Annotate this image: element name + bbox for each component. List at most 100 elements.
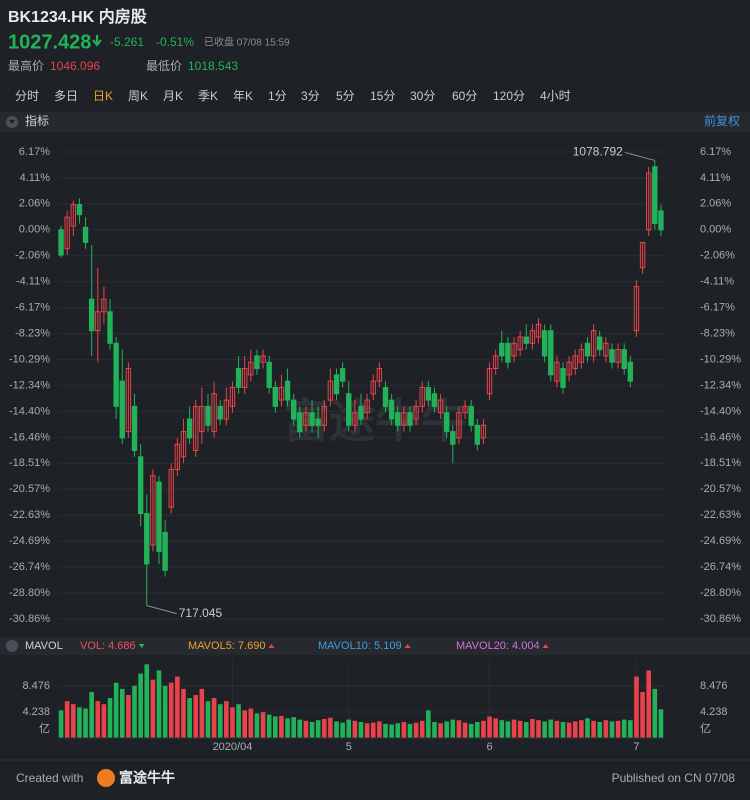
volume-bar <box>395 723 401 738</box>
volume-label: MAVOL <box>25 640 63 652</box>
volume-bar <box>646 670 651 738</box>
period-tab[interactable]: 60分 <box>452 89 477 103</box>
candle-body <box>413 405 419 420</box>
y-tick-label-right: 6.17% <box>700 146 731 158</box>
period-tab[interactable]: 1分 <box>268 89 287 103</box>
candle-body <box>639 241 646 269</box>
volume-bar <box>132 685 137 738</box>
trend-arrow <box>138 644 145 648</box>
indicator-label[interactable]: 指标 <box>25 113 49 128</box>
volume-bar <box>505 721 511 738</box>
volume-bar <box>536 720 541 738</box>
candle-body <box>315 418 321 426</box>
annotation-leader <box>146 605 177 615</box>
period-tab[interactable]: 多日 <box>54 89 78 103</box>
x-tick-label: 7 <box>633 741 639 753</box>
volume-bar <box>621 719 627 738</box>
volume-bar <box>83 708 88 738</box>
period-tab[interactable]: 5分 <box>336 89 355 103</box>
candle-body <box>456 412 462 439</box>
candle-body <box>566 361 572 376</box>
volume-bar <box>542 721 547 738</box>
candle-body <box>358 405 364 420</box>
adjust-label[interactable]: 前复权 <box>704 113 740 128</box>
volume-bar <box>211 698 217 738</box>
candle-body <box>101 298 107 313</box>
y-tick-label: 2.06% <box>19 198 50 210</box>
candle-body <box>554 361 560 382</box>
candle-body <box>419 386 425 407</box>
high-label: 最高价 <box>8 58 44 73</box>
period-tab[interactable]: 日K <box>93 89 113 103</box>
candle-body <box>437 399 444 414</box>
period-tab[interactable]: 15分 <box>370 89 395 103</box>
y-tick-label: -4.11% <box>16 276 50 288</box>
volume-bar <box>352 720 358 738</box>
volume-bar <box>71 704 76 738</box>
volume-bar <box>432 722 437 738</box>
title: BK1234.HK 内房股 <box>8 7 148 26</box>
volume-bar <box>64 701 70 738</box>
volume-bar <box>554 720 560 738</box>
y-tick-label: -22.63% <box>9 509 50 521</box>
period-tab[interactable]: 3分 <box>301 89 320 103</box>
volume-bar <box>126 695 131 738</box>
volume-unit-right: 亿 <box>700 722 711 735</box>
period-tab[interactable]: 120分 <box>493 89 525 103</box>
candle-body <box>535 323 542 338</box>
candle-body <box>168 468 174 508</box>
period-tab[interactable]: 30分 <box>410 89 435 103</box>
period-tab[interactable]: 分时 <box>15 89 39 103</box>
volume-bar <box>475 722 480 738</box>
x-tick-label: 2020/04 <box>213 741 253 753</box>
volume-bar <box>242 710 247 738</box>
period-tab[interactable]: 月K <box>163 89 183 103</box>
volume-bar <box>346 719 352 738</box>
volume-bar <box>419 720 425 738</box>
trend-arrow <box>542 644 549 648</box>
volume-bar <box>413 722 419 738</box>
period-tab[interactable]: 周K <box>128 89 148 103</box>
candle-body <box>180 431 187 458</box>
candle-body <box>499 342 505 357</box>
volume-tick-label: 4.238 <box>22 706 50 718</box>
candle-body <box>652 166 658 225</box>
y-tick-label: -14.40% <box>9 405 50 417</box>
y-tick-label-right: -24.69% <box>700 535 741 547</box>
volume-bar <box>450 719 456 738</box>
volume-bar <box>95 701 101 738</box>
candle-body <box>241 368 248 388</box>
candle-body <box>272 386 279 407</box>
y-tick-label-right: -2.06% <box>700 250 735 262</box>
candle-body <box>621 349 627 370</box>
y-tick-label-right: -22.63% <box>700 509 741 521</box>
y-tick-label-right: 4.11% <box>700 172 731 184</box>
candle-body <box>107 311 113 344</box>
volume-bar <box>199 688 205 738</box>
candle-body <box>511 342 517 357</box>
volume-bar <box>560 722 566 738</box>
y-tick-label-right: -28.80% <box>700 587 741 599</box>
y-tick-label-right: -4.11% <box>700 276 734 288</box>
candle-body <box>462 405 468 414</box>
volume-legend: MAVOL10: 5.109 <box>318 640 402 652</box>
candle-body <box>603 342 609 357</box>
period-tab[interactable]: 4小时 <box>540 89 571 103</box>
volume-bar <box>364 723 370 738</box>
candle-body <box>633 286 640 332</box>
volume-bar <box>456 720 462 738</box>
period-tab[interactable]: 季K <box>198 89 218 103</box>
candle-body <box>517 336 523 351</box>
candle-body <box>468 405 474 426</box>
volume-bar <box>89 691 94 738</box>
candle-body <box>156 481 162 552</box>
period-tab[interactable]: 年K <box>233 89 253 103</box>
candle-body <box>223 399 230 420</box>
y-tick-label: -20.57% <box>9 483 50 495</box>
volume-bar <box>579 720 584 738</box>
collapse-icon[interactable] <box>6 640 18 652</box>
volume-bar <box>254 713 260 738</box>
candle-body <box>64 216 70 250</box>
y-tick-label-right: -30.86% <box>700 613 741 625</box>
candle-body <box>572 355 578 370</box>
